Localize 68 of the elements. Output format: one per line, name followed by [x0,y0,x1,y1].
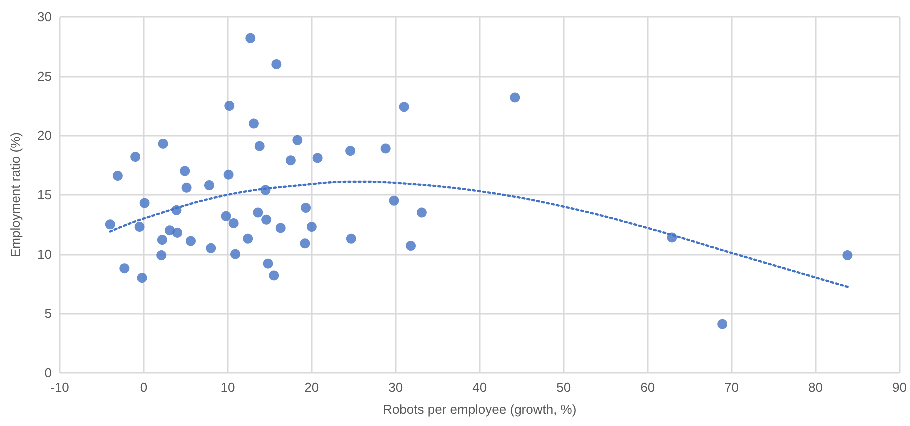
x-tick-label: 0 [140,380,148,395]
point [186,236,196,246]
point [112,171,123,182]
x-tick-label: 20 [304,380,320,395]
point [253,208,264,218]
point [306,222,317,232]
y-axis-title: Employment ratio (%) [8,132,23,258]
point [140,198,150,208]
point [120,264,130,274]
x-tick-label: 60 [640,380,656,395]
x-tick-label: 40 [472,380,488,395]
point [224,101,235,111]
point [312,153,323,164]
x-tick-label: 10 [220,380,236,395]
point [224,170,234,180]
line-series [109,180,850,289]
point [269,270,280,281]
point [130,152,141,162]
point [156,250,167,261]
point [842,250,853,261]
point [137,273,148,284]
point [416,208,427,218]
x-axis-title: Robots per employee (growth, %) [383,402,577,417]
point [254,141,265,152]
point [346,146,356,156]
y-tick-label: 20 [38,128,52,144]
point [399,102,410,112]
point [228,218,239,228]
point [246,33,256,44]
point [172,228,183,238]
point [346,234,356,244]
y-tick-label: 15 [38,188,52,202]
y-tick-label: 5 [44,306,52,322]
y-tick-label: 25 [38,68,52,84]
point [718,319,728,330]
point [158,138,168,149]
point [292,135,303,146]
point [230,249,241,260]
point [157,235,168,246]
point [510,92,520,103]
point [105,220,116,230]
y-tick-label: 0 [44,366,52,380]
point [180,166,190,176]
point [204,180,214,191]
x-tick-label: 90 [892,380,908,395]
point [380,144,391,154]
y-tick-label: 10 [38,246,52,262]
point [262,214,272,225]
point [389,196,400,206]
x-tick-label: 80 [808,380,824,395]
point [221,211,232,222]
point [134,222,145,232]
point [286,156,296,166]
point [301,203,312,214]
point [182,182,192,193]
point [263,258,274,269]
point [406,241,416,252]
x-tick-label: 70 [724,380,740,395]
point [206,243,216,254]
x-tick-label: 50 [556,380,572,395]
point [243,234,254,244]
x-tick-label: -10 [50,380,70,395]
y-tick-label: 30 [38,10,52,24]
point [300,238,310,249]
point [272,59,282,70]
point [276,223,286,234]
point [248,118,259,129]
x-tick-label: 30 [388,380,404,395]
